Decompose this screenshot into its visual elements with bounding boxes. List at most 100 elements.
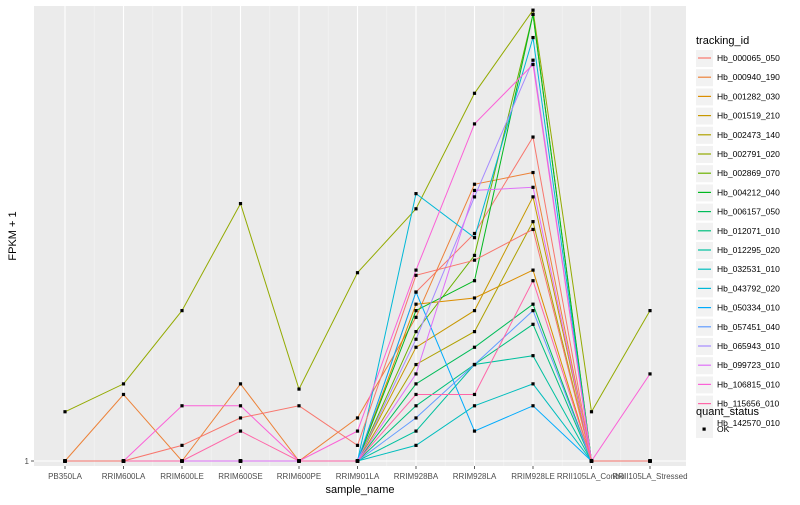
- data-point: [238, 201, 243, 206]
- data-point: [472, 231, 477, 236]
- data-point: [472, 345, 477, 349]
- data-point: [414, 392, 418, 397]
- data-point: [414, 337, 418, 341]
- data-point: [238, 382, 243, 386]
- data-point: [121, 382, 126, 386]
- data-point: [531, 309, 535, 313]
- data-point: [531, 322, 535, 326]
- data-point: [414, 302, 418, 306]
- data-point: [531, 354, 535, 358]
- data-point: [414, 372, 418, 376]
- data-point: [414, 207, 418, 211]
- data-point: [63, 410, 67, 414]
- legend-label: Hb_050334_010: [717, 303, 780, 313]
- legend-label: Hb_115656_010: [717, 399, 780, 409]
- data-point: [121, 459, 126, 463]
- data-point: [355, 271, 360, 275]
- data-point: [531, 302, 535, 306]
- data-point: [472, 188, 477, 193]
- points-layer: [63, 8, 652, 463]
- x-tick-label: RRII105LA_Stressed: [612, 472, 687, 481]
- data-point: [414, 429, 418, 433]
- legend-label: Hb_000065_050: [717, 53, 780, 63]
- data-point: [531, 58, 535, 62]
- data-point: [472, 392, 477, 397]
- legend-items: Hb_000065_050 Hb_000940_190 Hb_001282_030 H…: [696, 50, 780, 432]
- data-point: [414, 192, 418, 196]
- legend-label: Hb_002869_070: [717, 168, 780, 178]
- data-point: [238, 416, 243, 420]
- data-point: [414, 290, 418, 294]
- data-point: [531, 220, 535, 224]
- legend-title: tracking_id: [696, 35, 749, 47]
- data-point: [472, 182, 477, 186]
- data-point: [648, 459, 652, 463]
- legend-label: Hb_012295_020: [717, 245, 780, 255]
- data-point: [180, 443, 184, 447]
- legend-label: Hb_001282_030: [717, 91, 780, 101]
- data-point: [531, 170, 535, 175]
- data-point: [297, 387, 301, 391]
- data-point: [472, 195, 477, 199]
- data-point: [355, 416, 360, 420]
- data-point: [472, 91, 477, 95]
- data-point: [414, 330, 418, 334]
- data-point: [238, 429, 243, 433]
- data-point: [531, 135, 535, 139]
- x-tick-label: RRIM901LA: [336, 472, 380, 481]
- legend2-swatch: [702, 427, 706, 431]
- data-point: [531, 227, 535, 232]
- data-point: [63, 459, 67, 463]
- data-point: [414, 443, 418, 447]
- data-point: [531, 12, 535, 17]
- data-point: [472, 404, 477, 408]
- data-point: [238, 459, 243, 463]
- data-point: [414, 345, 418, 349]
- legend: tracking_id Hb_000065_050Hb_000940_190Hb…: [696, 35, 780, 438]
- x-axis-label: sample_name: [325, 484, 394, 496]
- x-tick-label: RRIM600SE: [218, 472, 262, 481]
- data-point: [414, 315, 418, 319]
- data-point: [180, 404, 184, 408]
- data-point: [472, 429, 477, 433]
- legend-label: Hb_065943_010: [717, 341, 780, 351]
- data-point: [531, 62, 535, 67]
- legend-label: Hb_043792_020: [717, 283, 780, 293]
- data-point: [589, 410, 594, 414]
- legend2-title: quant_status: [696, 406, 759, 418]
- data-point: [355, 429, 360, 433]
- x-tick-label: RRIM600LA: [102, 472, 146, 481]
- legend-label: Hb_142570_010: [717, 418, 780, 428]
- x-tick-label: PB350LA: [48, 472, 82, 481]
- data-point: [414, 309, 418, 313]
- data-point: [472, 279, 477, 283]
- data-point: [648, 309, 652, 313]
- data-point: [531, 195, 535, 199]
- data-point: [355, 443, 360, 447]
- axis-layer: PB350LA RRIM600LA RRIM600LE RRIM600SE RRIM60…: [25, 457, 688, 481]
- data-point: [531, 268, 535, 272]
- data-point: [472, 122, 477, 126]
- data-point: [472, 330, 477, 334]
- data-point: [472, 309, 477, 313]
- data-point: [472, 253, 477, 258]
- x-tick-label: RRIM600PE: [277, 472, 321, 481]
- data-point: [531, 35, 535, 40]
- legend-label: Hb_106815_010: [717, 379, 780, 389]
- data-point: [472, 258, 477, 262]
- data-point: [414, 268, 418, 272]
- x-tick-label: RRII105LA_Control: [557, 472, 627, 481]
- legend-label: Hb_002791_020: [717, 149, 780, 159]
- y-axis-label: FPKM + 1: [7, 211, 19, 260]
- data-point: [297, 459, 301, 463]
- data-point: [121, 392, 126, 397]
- data-point: [414, 382, 418, 386]
- legend-label: Hb_002473_140: [717, 130, 780, 140]
- data-point: [414, 362, 418, 367]
- data-point: [531, 279, 535, 283]
- data-point: [472, 236, 477, 240]
- data-point: [531, 382, 535, 386]
- data-point: [180, 459, 184, 463]
